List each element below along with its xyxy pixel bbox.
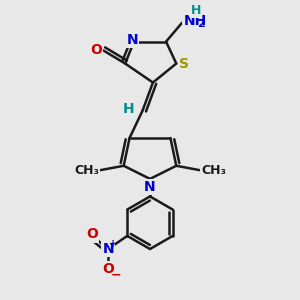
Text: N: N — [102, 242, 114, 256]
Text: S: S — [179, 56, 189, 70]
Text: H: H — [191, 4, 201, 17]
Text: CH₃: CH₃ — [74, 164, 99, 177]
Text: O: O — [90, 44, 102, 57]
Text: O: O — [86, 227, 98, 242]
Text: O: O — [102, 262, 114, 277]
Text: N: N — [144, 180, 156, 194]
Text: 2: 2 — [197, 19, 205, 29]
Text: N: N — [127, 33, 138, 47]
Text: H: H — [123, 102, 134, 116]
Text: CH₃: CH₃ — [201, 164, 226, 177]
Text: NH: NH — [184, 14, 207, 28]
Text: −: − — [110, 268, 121, 281]
Text: +: + — [109, 239, 117, 249]
